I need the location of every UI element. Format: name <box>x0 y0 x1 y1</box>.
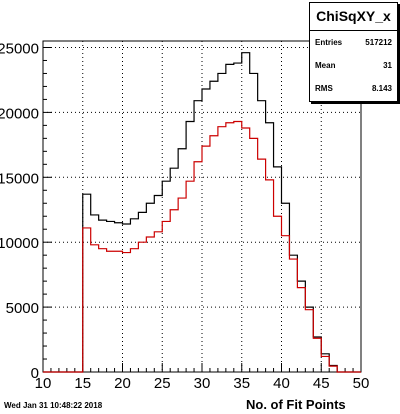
x-tick-label: 50 <box>353 375 370 392</box>
y-tick-label: 15000 <box>0 170 39 187</box>
histogram-series <box>43 52 361 373</box>
timestamp: Wed Jan 31 10:48:22 2018 <box>4 401 103 410</box>
x-tick-label: 30 <box>194 375 211 392</box>
entries-label: Entries <box>315 38 343 47</box>
y-tick-label: 5000 <box>6 300 39 317</box>
x-tick-label: 15 <box>74 375 91 392</box>
x-tick-label: 40 <box>273 375 290 392</box>
y-axis-ticks: 0 5000 10000 15000 20000 25000 <box>0 40 52 382</box>
y-tick-label: 0 <box>31 365 39 382</box>
grid-lines <box>43 41 361 372</box>
x-axis-ticks: 10 15 20 25 30 35 40 45 50 <box>35 363 370 392</box>
x-tick-label: 25 <box>154 375 171 392</box>
mean-value: 31 <box>383 61 392 70</box>
stats-rms-row: RMS 8.143 <box>310 77 397 100</box>
x-tick-label: 20 <box>114 375 131 392</box>
stats-mean-row: Mean 31 <box>310 54 397 77</box>
histogram-series-0 <box>43 52 361 373</box>
rms-label: RMS <box>315 84 333 93</box>
y-tick-label: 10000 <box>0 235 39 252</box>
entries-value: 517212 <box>365 38 392 47</box>
histogram-series-1 <box>43 120 361 373</box>
stats-entries-row: Entries 517212 <box>310 31 397 54</box>
rms-value: 8.143 <box>371 84 392 93</box>
stats-box: ChiSqXY_x Entries 517212 Mean 31 RMS 8.1… <box>309 2 398 102</box>
mean-label: Mean <box>315 61 336 70</box>
y-tick-label: 25000 <box>0 40 39 57</box>
y-tick-label: 20000 <box>0 105 39 122</box>
x-tick-label: 35 <box>233 375 250 392</box>
x-axis-title: No. of Fit Points <box>246 397 346 412</box>
stats-title: ChiSqXY_x <box>310 3 397 31</box>
x-tick-label: 45 <box>313 375 330 392</box>
x-tick-label: 10 <box>35 375 52 392</box>
